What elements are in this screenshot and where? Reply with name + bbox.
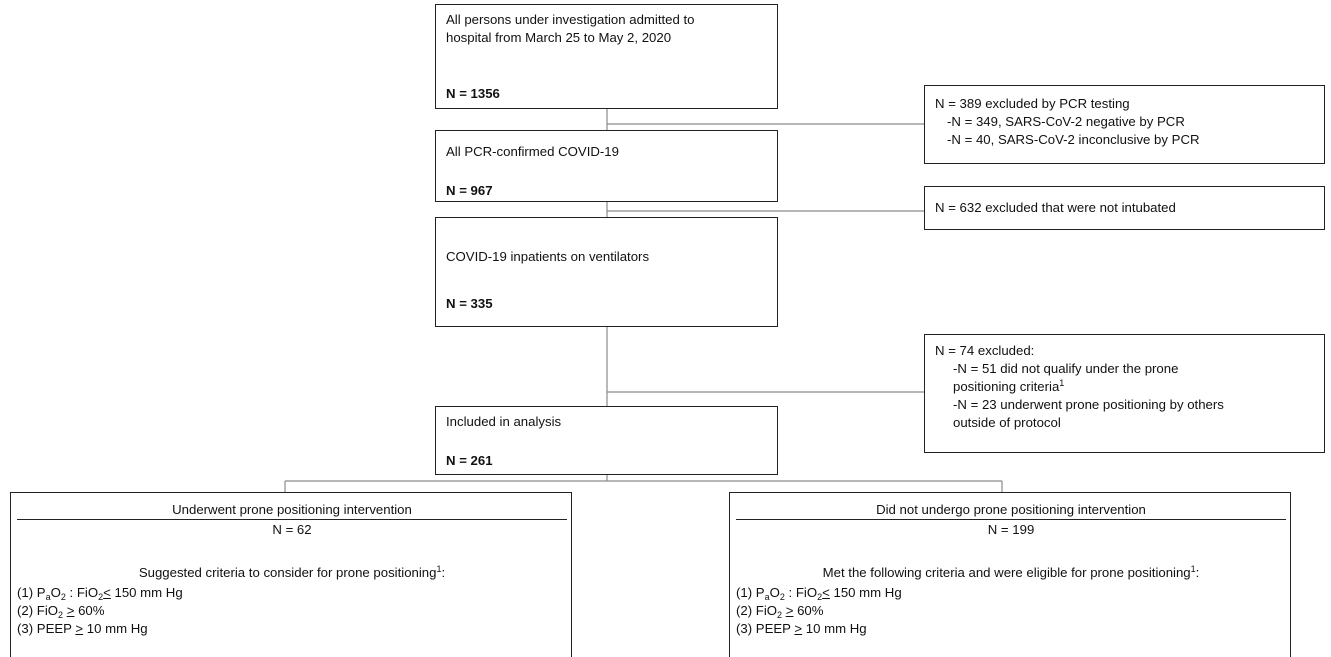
criterion-text: : FiO: [65, 585, 99, 600]
box-all-persons: All persons under investigation admitted…: [435, 4, 778, 109]
criterion-fio2: (2) FiO2 > 60%: [736, 602, 824, 620]
exclusion-other-line-3-text: positioning criteria: [953, 379, 1060, 394]
criterion-peep: (3) PEEP > 10 mm Hg: [736, 620, 867, 637]
exclusion-other-line-4: -N = 23 underwent prone positioning by o…: [953, 397, 1224, 412]
cohort-no-prone-title: Did not undergo prone positioning interv…: [736, 501, 1286, 520]
exclusion-pcr-line-1: N = 389 excluded by PCR testing: [935, 96, 1130, 111]
criterion-operator: <: [103, 585, 111, 600]
criterion-pao2-fio2: (1) PaO2 : FiO2< 150 mm Hg: [736, 584, 902, 602]
cohort-prone-subtitle: Suggested criteria to consider for prone…: [11, 564, 573, 581]
cohort-prone-n: N = 62: [272, 522, 312, 537]
box-all-persons-text-2: hospital from March 25 to May 2, 2020: [446, 30, 672, 45]
criterion-text: 60%: [793, 603, 824, 618]
criterion-text: O: [50, 585, 61, 600]
criterion-text: 10 mm Hg: [802, 621, 867, 636]
exclusion-other-line-1: N = 74 excluded:: [935, 343, 1035, 358]
criterion-text: (3) PEEP: [736, 621, 795, 636]
exclusion-not-intubated-line-1: N = 632 excluded that were not intubated: [935, 200, 1176, 215]
box-all-persons-n: N = 1356: [446, 86, 500, 101]
cohort-prone: Underwent prone positioning intervention…: [10, 492, 572, 657]
cohort-no-prone-subtitle-end: :: [1195, 565, 1200, 580]
box-included-text: Included in analysis: [446, 414, 562, 429]
criterion-text: : FiO: [784, 585, 818, 600]
criterion-text: (1) P: [17, 585, 46, 600]
box-all-persons-text-1: All persons under investigation admitted…: [446, 12, 695, 27]
criterion-operator: >: [66, 603, 75, 618]
criterion-sub: 2: [777, 610, 783, 620]
cohort-no-prone-n: N = 199: [987, 522, 1035, 537]
criterion-text: 60%: [74, 603, 105, 618]
criterion-sub: a: [764, 592, 770, 602]
exclusion-pcr: N = 389 excluded by PCR testing -N = 349…: [924, 85, 1325, 164]
exclusion-pcr-line-2: -N = 349, SARS-CoV-2 negative by PCR: [947, 114, 1185, 129]
criterion-sub: 2: [58, 610, 64, 620]
criterion-operator: >: [785, 603, 794, 618]
criterion-text: (2) FiO: [736, 603, 778, 618]
criterion-peep: (3) PEEP > 10 mm Hg: [17, 620, 148, 637]
cohort-prone-subtitle-text: Suggested criteria to consider for prone…: [138, 565, 437, 580]
box-pcr-confirmed-n: N = 967: [446, 183, 493, 198]
criterion-sub: a: [45, 592, 51, 602]
footnote-marker: 1: [436, 564, 442, 574]
box-pcr-confirmed-text: All PCR-confirmed COVID-19: [446, 144, 619, 159]
criterion-text: O: [769, 585, 780, 600]
exclusion-not-intubated: N = 632 excluded that were not intubated: [924, 186, 1325, 230]
exclusion-other-line-5: outside of protocol: [953, 415, 1061, 430]
footnote-marker: 1: [1059, 378, 1065, 388]
criterion-text: (2) FiO: [17, 603, 59, 618]
criterion-operator: <: [822, 585, 830, 600]
box-ventilators: COVID-19 inpatients on ventilators N = 3…: [435, 217, 778, 327]
criterion-fio2: (2) FiO2 > 60%: [17, 602, 105, 620]
box-included: Included in analysis N = 261: [435, 406, 778, 475]
criterion-text: (3) PEEP: [17, 621, 76, 636]
exclusion-other-line-2: -N = 51 did not qualify under the prone: [953, 361, 1179, 376]
criterion-operator: >: [75, 621, 84, 636]
criterion-sub: 2: [60, 592, 66, 602]
footnote-marker: 1: [1190, 564, 1196, 574]
box-included-n: N = 261: [446, 453, 493, 468]
cohort-no-prone-subtitle: Met the following criteria and were elig…: [730, 564, 1292, 581]
cohort-no-prone-subtitle-text: Met the following criteria and were elig…: [822, 565, 1191, 580]
criterion-sub: 2: [98, 592, 104, 602]
criterion-pao2-fio2: (1) PaO2 : FiO2< 150 mm Hg: [17, 584, 183, 602]
criterion-text: (1) P: [736, 585, 765, 600]
box-pcr-confirmed: All PCR-confirmed COVID-19 N = 967: [435, 130, 778, 202]
box-ventilators-text: COVID-19 inpatients on ventilators: [446, 249, 650, 264]
criterion-sub: 2: [817, 592, 823, 602]
criterion-text: 150 mm Hg: [110, 585, 183, 600]
criterion-sub: 2: [779, 592, 785, 602]
box-ventilators-n: N = 335: [446, 296, 493, 311]
cohort-no-prone: Did not undergo prone positioning interv…: [729, 492, 1291, 657]
criterion-text: 10 mm Hg: [83, 621, 148, 636]
criterion-text: 150 mm Hg: [829, 585, 902, 600]
cohort-prone-title: Underwent prone positioning intervention: [17, 501, 567, 520]
exclusion-pcr-line-3: -N = 40, SARS-CoV-2 inconclusive by PCR: [947, 132, 1200, 147]
exclusion-other-line-3: positioning criteria1: [935, 378, 1314, 396]
cohort-prone-subtitle-end: :: [441, 565, 446, 580]
exclusion-other: N = 74 excluded: -N = 51 did not qualify…: [924, 334, 1325, 453]
criterion-operator: >: [794, 621, 803, 636]
